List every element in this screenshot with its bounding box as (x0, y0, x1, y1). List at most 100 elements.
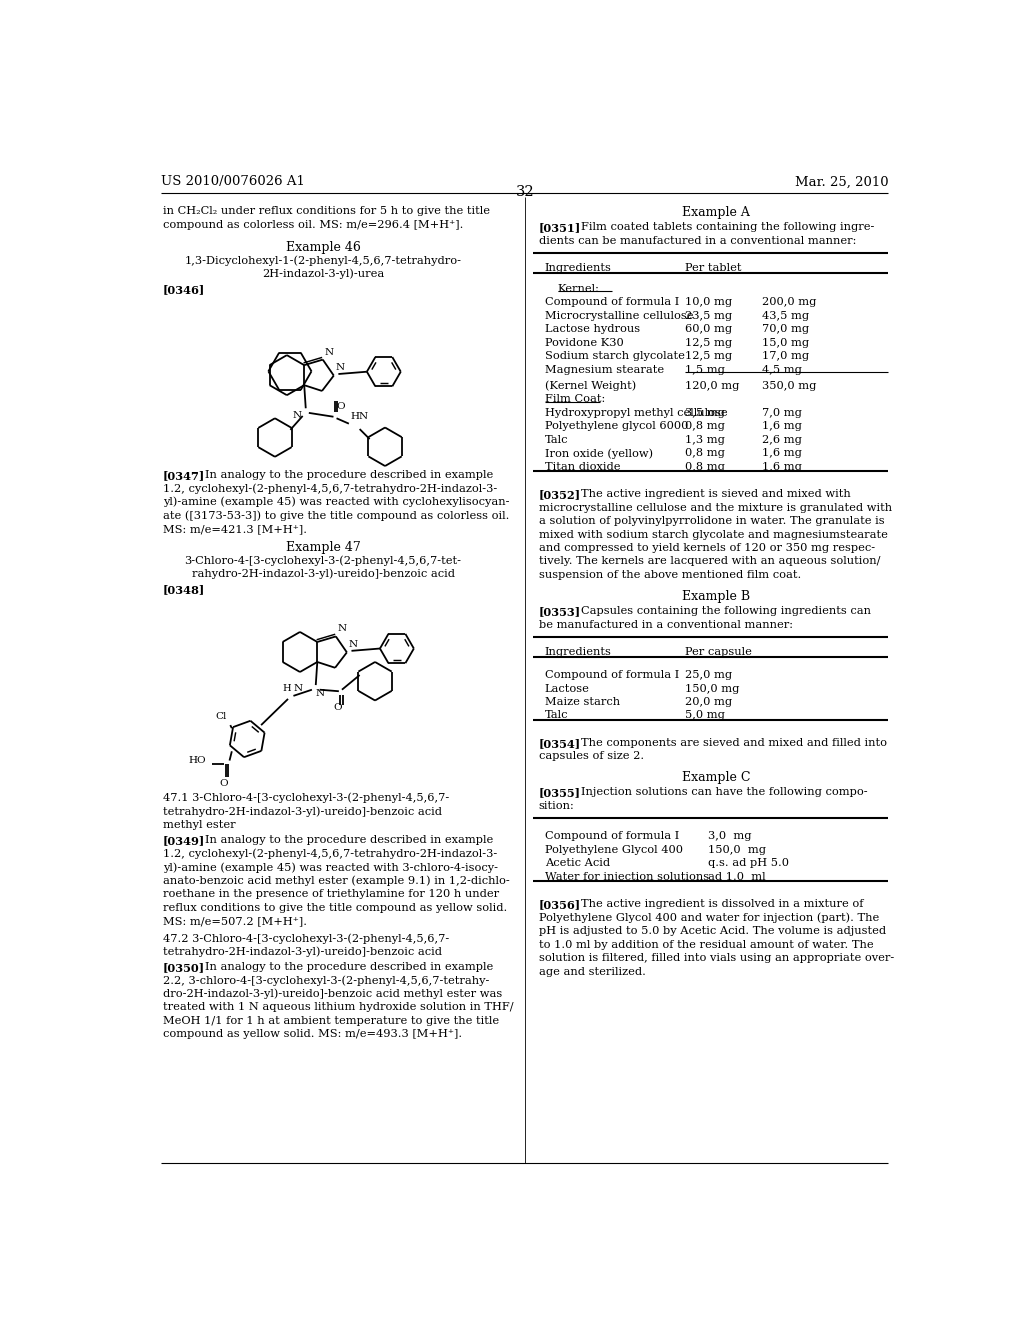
Text: [0346]: [0346] (163, 284, 205, 296)
Text: 200,0 mg: 200,0 mg (762, 297, 816, 308)
Text: Example C: Example C (682, 771, 750, 784)
Text: 1,3 mg: 1,3 mg (685, 434, 725, 445)
Text: [0353]: [0353] (539, 606, 581, 618)
Text: [0347]: [0347] (163, 470, 205, 480)
Text: Film Coat:: Film Coat: (545, 395, 605, 404)
Text: 1,3-Dicyclohexyl-1-(2-phenyl-4,5,6,7-tetrahydro-: 1,3-Dicyclohexyl-1-(2-phenyl-4,5,6,7-tet… (184, 256, 462, 267)
Text: a solution of polyvinylpyrrolidone in water. The granulate is: a solution of polyvinylpyrrolidone in wa… (539, 516, 885, 527)
Text: Magnesium stearate: Magnesium stearate (545, 364, 664, 375)
Text: 12,5 mg: 12,5 mg (685, 338, 732, 347)
Text: 120,0 mg: 120,0 mg (685, 380, 739, 391)
Text: 0,8 mg: 0,8 mg (685, 449, 725, 458)
Text: N: N (315, 689, 325, 698)
Text: yl)-amine (example 45) was reacted with cyclohexylisocyan-: yl)-amine (example 45) was reacted with … (163, 496, 509, 507)
Text: Compound of formula I: Compound of formula I (545, 671, 679, 680)
Text: Example 46: Example 46 (286, 240, 360, 253)
Text: Injection solutions can have the following compo-: Injection solutions can have the followi… (581, 788, 867, 797)
Text: yl)-amine (example 45) was reacted with 3-chloro-4-isocy-: yl)-amine (example 45) was reacted with … (163, 862, 498, 873)
Text: Talc: Talc (545, 434, 568, 445)
Text: The active ingredient is sieved and mixed with: The active ingredient is sieved and mixe… (581, 490, 851, 499)
Text: 0,8 mg: 0,8 mg (685, 421, 725, 432)
Text: 43,5 mg: 43,5 mg (762, 312, 809, 321)
Text: N: N (294, 684, 302, 693)
Text: Sodium starch glycolate: Sodium starch glycolate (545, 351, 685, 362)
Text: dro-2H-indazol-3-yl)-ureido]-benzoic acid methyl ester was: dro-2H-indazol-3-yl)-ureido]-benzoic aci… (163, 989, 502, 999)
Text: Example 47: Example 47 (286, 541, 360, 553)
Text: N: N (325, 347, 334, 356)
Text: Povidone K30: Povidone K30 (545, 338, 624, 347)
Text: 2,6 mg: 2,6 mg (762, 434, 802, 445)
Text: capsules of size 2.: capsules of size 2. (539, 751, 644, 762)
Text: 2H-indazol-3-yl)-urea: 2H-indazol-3-yl)-urea (262, 269, 384, 280)
Text: Hydroxypropyl methyl cellulose: Hydroxypropyl methyl cellulose (545, 408, 727, 418)
Text: Example B: Example B (682, 590, 750, 603)
Text: In analogy to the procedure described in example: In analogy to the procedure described in… (205, 836, 494, 845)
Text: N: N (335, 363, 344, 372)
Text: (Kernel Weight): (Kernel Weight) (545, 380, 636, 391)
Text: MeOH 1/1 for 1 h at ambient temperature to give the title: MeOH 1/1 for 1 h at ambient temperature … (163, 1016, 499, 1026)
Text: [0351]: [0351] (539, 222, 581, 234)
Text: methyl ester: methyl ester (163, 820, 236, 830)
Text: Polyethylene Glycol 400: Polyethylene Glycol 400 (545, 845, 683, 855)
Text: be manufactured in a conventional manner:: be manufactured in a conventional manner… (539, 619, 793, 630)
Text: 5,0 mg: 5,0 mg (685, 710, 725, 721)
Text: Ingredients: Ingredients (545, 647, 611, 656)
Text: 3,5 mg: 3,5 mg (685, 408, 725, 418)
Text: Titan dioxide: Titan dioxide (545, 462, 621, 471)
Text: N: N (293, 411, 302, 420)
Text: tetrahydro-2H-indazol-3-yl)-ureido]-benzoic acid: tetrahydro-2H-indazol-3-yl)-ureido]-benz… (163, 946, 442, 957)
Text: 1,6 mg: 1,6 mg (762, 449, 802, 458)
Text: solution is filtered, filled into vials using an appropriate over-: solution is filtered, filled into vials … (539, 953, 894, 964)
Text: Maize starch: Maize starch (545, 697, 620, 708)
Text: Polyethylene glycol 6000: Polyethylene glycol 6000 (545, 421, 688, 432)
Text: 1,5 mg: 1,5 mg (685, 364, 725, 375)
Text: to 1.0 ml by addition of the residual amount of water. The: to 1.0 ml by addition of the residual am… (539, 940, 873, 949)
Text: microcrystalline cellulose and the mixture is granulated with: microcrystalline cellulose and the mixtu… (539, 503, 892, 512)
Text: ad 1.0  ml: ad 1.0 ml (708, 871, 766, 882)
Text: MS: m/e=421.3 [M+H⁺].: MS: m/e=421.3 [M+H⁺]. (163, 524, 307, 533)
Text: in CH₂Cl₂ under reflux conditions for 5 h to give the title: in CH₂Cl₂ under reflux conditions for 5 … (163, 206, 489, 216)
Text: O: O (337, 401, 345, 411)
Text: 0,8 mg: 0,8 mg (685, 462, 725, 471)
Text: HN: HN (350, 412, 369, 421)
Text: [0348]: [0348] (163, 585, 205, 595)
Text: MS: m/e=507.2 [M+H⁺].: MS: m/e=507.2 [M+H⁺]. (163, 916, 307, 927)
Text: rahydro-2H-indazol-3-yl)-ureido]-benzoic acid: rahydro-2H-indazol-3-yl)-ureido]-benzoic… (191, 569, 455, 579)
Text: 47.2 3-Chloro-4-[3-cyclohexyl-3-(2-phenyl-4,5,6,7-: 47.2 3-Chloro-4-[3-cyclohexyl-3-(2-pheny… (163, 933, 450, 944)
Text: In analogy to the procedure described in example: In analogy to the procedure described in… (205, 470, 494, 480)
Text: Example A: Example A (682, 206, 750, 219)
Text: Kernel:: Kernel: (558, 284, 600, 293)
Text: [0349]: [0349] (163, 836, 205, 846)
Text: 4,5 mg: 4,5 mg (762, 364, 802, 375)
Text: 150,0 mg: 150,0 mg (685, 684, 739, 693)
Text: 350,0 mg: 350,0 mg (762, 380, 816, 391)
Text: Compound of formula I: Compound of formula I (545, 297, 679, 308)
Text: 1.2, cyclohexyl-(2-phenyl-4,5,6,7-tetrahydro-2H-indazol-3-: 1.2, cyclohexyl-(2-phenyl-4,5,6,7-tetrah… (163, 849, 497, 859)
Text: Acetic Acid: Acetic Acid (545, 858, 610, 869)
Text: 60,0 mg: 60,0 mg (685, 325, 732, 334)
Text: and compressed to yield kernels of 120 or 350 mg respec-: and compressed to yield kernels of 120 o… (539, 543, 874, 553)
Text: [0354]: [0354] (539, 738, 581, 748)
Text: [0350]: [0350] (163, 962, 205, 973)
Text: The components are sieved and mixed and filled into: The components are sieved and mixed and … (581, 738, 887, 748)
Text: 1,6 mg: 1,6 mg (762, 462, 802, 471)
Text: suspension of the above mentioned film coat.: suspension of the above mentioned film c… (539, 570, 801, 579)
Text: Capsules containing the following ingredients can: Capsules containing the following ingred… (581, 606, 871, 616)
Text: US 2010/0076026 A1: US 2010/0076026 A1 (162, 176, 305, 189)
Text: Iron oxide (yellow): Iron oxide (yellow) (545, 449, 653, 459)
Text: Film coated tablets containing the following ingre-: Film coated tablets containing the follo… (581, 222, 874, 232)
Text: 3-Chloro-4-[3-cyclohexyl-3-(2-phenyl-4,5,6,7-tet-: 3-Chloro-4-[3-cyclohexyl-3-(2-phenyl-4,5… (184, 556, 462, 566)
Text: 32: 32 (515, 185, 535, 199)
Text: dients can be manufactured in a conventional manner:: dients can be manufactured in a conventi… (539, 236, 856, 246)
Text: compound as colorless oil. MS: m/e=296.4 [M+H⁺].: compound as colorless oil. MS: m/e=296.4… (163, 219, 463, 230)
Text: N: N (348, 640, 357, 649)
Text: q.s. ad pH 5.0: q.s. ad pH 5.0 (708, 858, 790, 869)
Text: roethane in the presence of triethylamine for 120 h under: roethane in the presence of triethylamin… (163, 890, 499, 899)
Text: pH is adjusted to 5.0 by Acetic Acid. The volume is adjusted: pH is adjusted to 5.0 by Acetic Acid. Th… (539, 927, 886, 936)
Text: anato-benzoic acid methyl ester (example 9.1) in 1,2-dichlo-: anato-benzoic acid methyl ester (example… (163, 875, 510, 886)
Text: 1,6 mg: 1,6 mg (762, 421, 802, 432)
Text: 25,0 mg: 25,0 mg (685, 671, 732, 680)
Text: Mar. 25, 2010: Mar. 25, 2010 (795, 176, 888, 189)
Text: O: O (220, 779, 228, 788)
Text: Per capsule: Per capsule (685, 647, 752, 656)
